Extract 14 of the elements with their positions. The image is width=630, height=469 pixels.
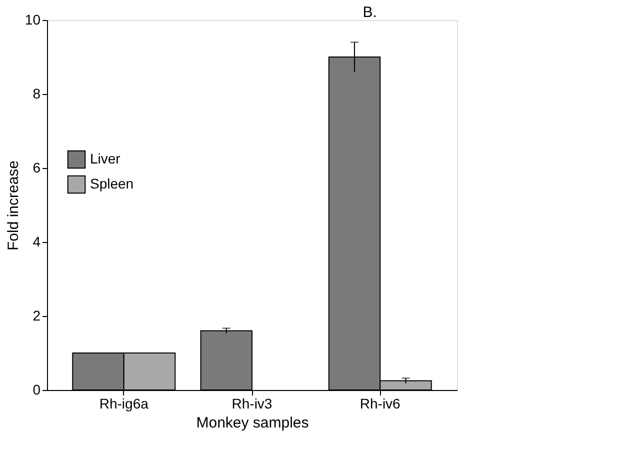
annotation: B. [362,4,377,21]
y-tick-label: 2 [32,308,41,324]
y-tick-label: 0 [32,382,41,398]
x-tick-label: Rh-iv6 [360,396,401,412]
x-tick-label: Rh-iv3 [232,396,272,412]
y-tick-label: 10 [24,12,41,28]
y-tick-label: 4 [32,234,41,250]
legend-label: Spleen [90,176,134,192]
legend-label: Liver [90,150,121,166]
y-axis-title: Fold increase [4,160,22,251]
y-tick-label: 8 [32,86,41,102]
x-tick-label: Rh-ig6a [99,396,149,412]
x-axis-title: Monkey samples [196,414,309,432]
y-tick-label: 6 [32,160,41,176]
